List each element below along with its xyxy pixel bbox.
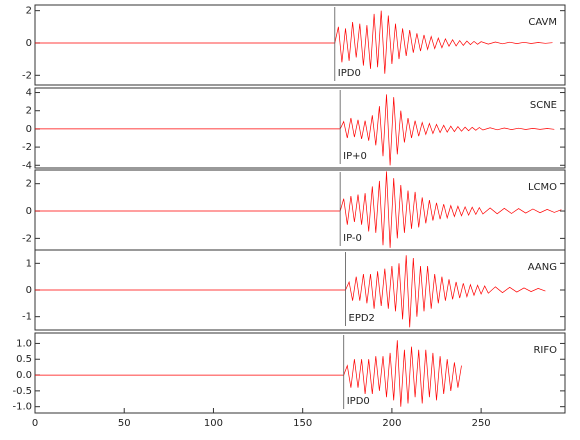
y-tick-label: -2 xyxy=(22,70,32,81)
y-tick-label: 0.5 xyxy=(16,354,32,365)
panel-frame xyxy=(34,332,566,414)
y-tick-label: 0 xyxy=(26,285,32,296)
x-tick-label: 250 xyxy=(472,418,491,429)
waveform xyxy=(35,340,462,407)
y-tick-label: 2 xyxy=(26,106,32,117)
waveform xyxy=(35,171,562,248)
y-tick-label: -2 xyxy=(22,233,32,244)
waveform xyxy=(35,94,555,166)
y-tick-label: 1 xyxy=(26,258,32,269)
y-tick-label: 0 xyxy=(26,124,32,135)
x-tick-label: 200 xyxy=(382,418,401,429)
y-tick-label: 2 xyxy=(26,179,32,190)
panel-frame xyxy=(34,169,566,251)
x-tick-label: 150 xyxy=(293,418,312,429)
pick-label: IPD0 xyxy=(338,68,361,79)
x-tick-label: 100 xyxy=(204,418,223,429)
waveform xyxy=(35,10,553,74)
station-name: AANG xyxy=(528,262,557,273)
x-tick-label: 0 xyxy=(32,418,38,429)
station-name: LCMO xyxy=(528,182,557,193)
y-tick-label: -2 xyxy=(22,142,32,153)
y-tick-label: 2 xyxy=(26,6,32,17)
y-tick-label: -4 xyxy=(22,160,32,171)
y-tick-label: 4 xyxy=(26,88,32,99)
pick-label: IPD0 xyxy=(347,396,370,407)
panel-frame xyxy=(34,4,566,86)
pick-label: IP+0 xyxy=(343,151,367,162)
station-name: RIFO xyxy=(533,345,557,356)
y-tick-label: -1.0 xyxy=(12,402,32,413)
y-tick-label: 0 xyxy=(26,38,32,49)
y-tick-label: 1.0 xyxy=(16,338,32,349)
y-tick-label: -1 xyxy=(22,312,32,323)
y-tick-label: 0 xyxy=(26,206,32,217)
waveform xyxy=(35,255,546,328)
pick-label: IP-0 xyxy=(343,233,362,244)
station-name: SCNE xyxy=(530,100,557,111)
station-name: CAVM xyxy=(528,17,557,28)
x-tick-label: 50 xyxy=(118,418,131,429)
y-tick-label: 0.0 xyxy=(16,370,32,381)
pick-label: EPD2 xyxy=(349,313,375,324)
panel-frame xyxy=(34,87,566,169)
y-tick-label: -0.5 xyxy=(12,386,32,397)
